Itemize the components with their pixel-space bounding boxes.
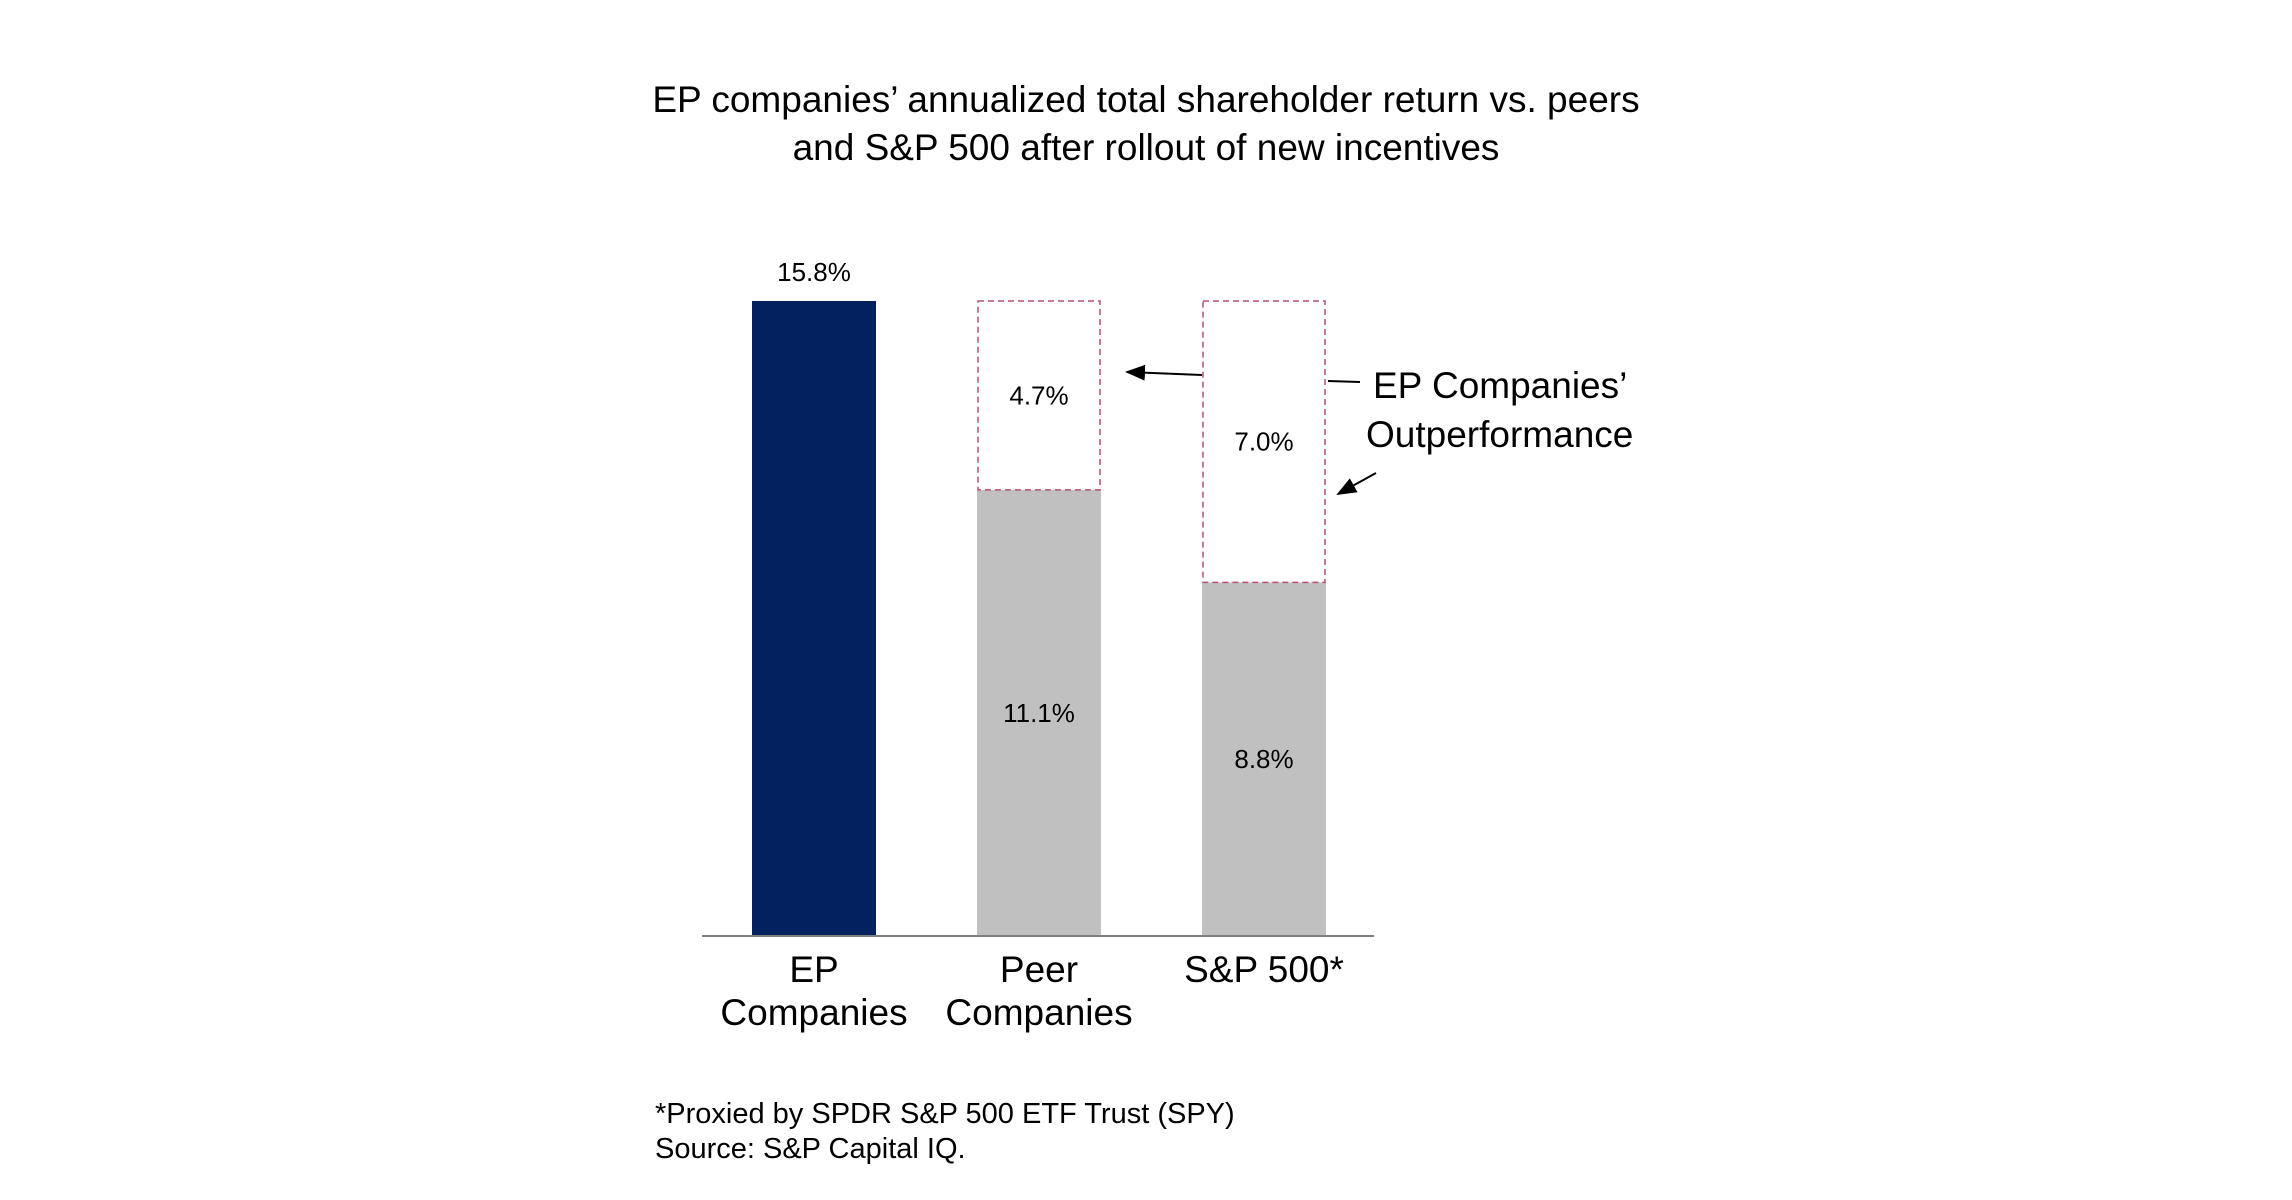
bar-outperformance-2 [1202,300,1326,584]
bar-base-0 [752,301,876,936]
x-tick-label-0-1: Companies [720,992,907,1033]
chart-title-line-1: EP companies’ annualized total sharehold… [652,79,1640,120]
outperformance-label-2: 7.0% [1234,427,1293,457]
x-tick-label-1-1: Companies [945,992,1132,1033]
x-tick-label-2-0: S&P 500* [1184,949,1344,990]
footnote-proxy: *Proxied by SPDR S&P 500 ETF Trust (SPY) [655,1098,1235,1130]
bar-base-2 [1202,582,1326,936]
x-tick-label-1-0: Peer [1000,949,1078,990]
chart-title-line-2: and S&P 500 after rollout of new incenti… [792,127,1500,168]
data-label-0: 15.8% [777,257,851,287]
annotation-arrow-to-peer [1125,364,1203,381]
footnote-source: Source: S&P Capital IQ. [655,1133,966,1165]
data-label-1: 11.1% [1003,698,1075,728]
annotation-line-2: Outperformance [1366,414,1633,455]
chart-title: EP companies’ annualized total sharehold… [0,76,2292,172]
outperformance-label-1: 4.7% [1009,380,1068,410]
bar-base-1 [977,489,1101,936]
data-label-2: 8.8% [1234,744,1293,774]
annotation-line-1: EP Companies’ [1373,365,1627,406]
annotation-arrow-to-sp500 [1336,472,1377,495]
annotation-leader-line [1327,380,1361,383]
x-tick-label-0-0: EP [789,949,838,990]
bar-outperformance-1 [977,300,1101,491]
